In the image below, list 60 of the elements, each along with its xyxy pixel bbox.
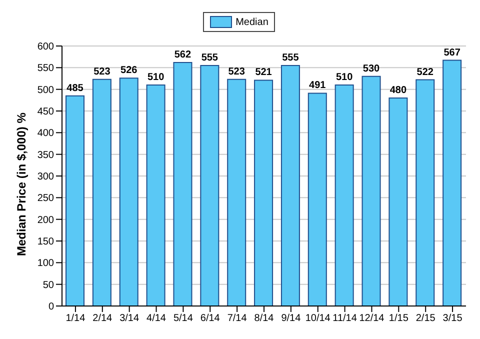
x-tick-label: 8/14 <box>254 313 274 324</box>
x-tick-label: 9/14 <box>281 313 302 324</box>
bar <box>416 79 435 306</box>
x-tick-label: 6/14 <box>200 313 220 324</box>
x-tick-label: 1/15 <box>388 313 409 324</box>
y-tick-label: 200 <box>37 214 54 226</box>
bar <box>227 78 246 306</box>
bar <box>388 98 408 306</box>
x-tick-label: 12/14 <box>359 313 385 324</box>
data-label: 491 <box>309 80 326 92</box>
bar <box>173 62 192 306</box>
x-tick-label: 2/15 <box>416 313 436 324</box>
data-label: 521 <box>255 67 272 78</box>
y-tick-label: 600 <box>37 42 54 53</box>
bar <box>280 65 300 306</box>
bar <box>362 76 381 306</box>
data-label: 485 <box>66 82 84 94</box>
y-tick-label: 150 <box>37 236 54 248</box>
data-label: 562 <box>174 49 192 60</box>
y-tick-label: 500 <box>37 84 54 96</box>
data-label: 522 <box>416 66 434 78</box>
bar <box>442 60 462 306</box>
x-tick-label: 2/14 <box>92 313 113 324</box>
y-tick-label: 400 <box>37 128 54 140</box>
bar <box>254 80 274 306</box>
data-label: 555 <box>201 52 218 64</box>
data-label: 510 <box>336 72 354 83</box>
y-tick-label: 350 <box>37 150 54 161</box>
y-tick-label: 250 <box>37 193 54 204</box>
bar <box>66 95 84 306</box>
bar <box>308 92 327 306</box>
legend-label: Median <box>234 16 268 28</box>
x-tick-label: 5/14 <box>173 313 194 324</box>
data-label: 530 <box>362 63 380 74</box>
x-tick-label: 11/14 <box>332 313 358 324</box>
x-tick-label: 3/15 <box>442 313 463 324</box>
y-axis-title: Median Price (in $,000) % <box>14 112 28 256</box>
y-tick-label: 0 <box>48 302 54 313</box>
data-label: 480 <box>390 85 407 96</box>
x-tick-label: 3/14 <box>120 313 140 324</box>
bar <box>334 84 354 306</box>
data-label: 555 <box>282 52 300 64</box>
data-label: 523 <box>228 66 246 78</box>
bar <box>146 84 166 306</box>
x-tick-label: 10/14 <box>305 313 331 324</box>
data-label: 526 <box>120 65 138 76</box>
y-tick-label: 450 <box>37 106 54 118</box>
bar <box>200 65 220 306</box>
y-tick-label: 50 <box>42 280 54 291</box>
y-tick-label: 100 <box>37 258 54 270</box>
bar <box>92 78 112 306</box>
data-label: 523 <box>94 66 111 78</box>
x-tick-label: 7/14 <box>227 313 248 324</box>
y-tick-label: 300 <box>37 172 54 183</box>
data-label: 567 <box>444 47 461 58</box>
x-tick-label: 4/14 <box>146 313 166 324</box>
data-label: 510 <box>147 72 165 83</box>
y-tick-label: 550 <box>37 63 54 74</box>
x-tick-label: 1/14 <box>66 313 86 324</box>
bar <box>119 78 138 306</box>
